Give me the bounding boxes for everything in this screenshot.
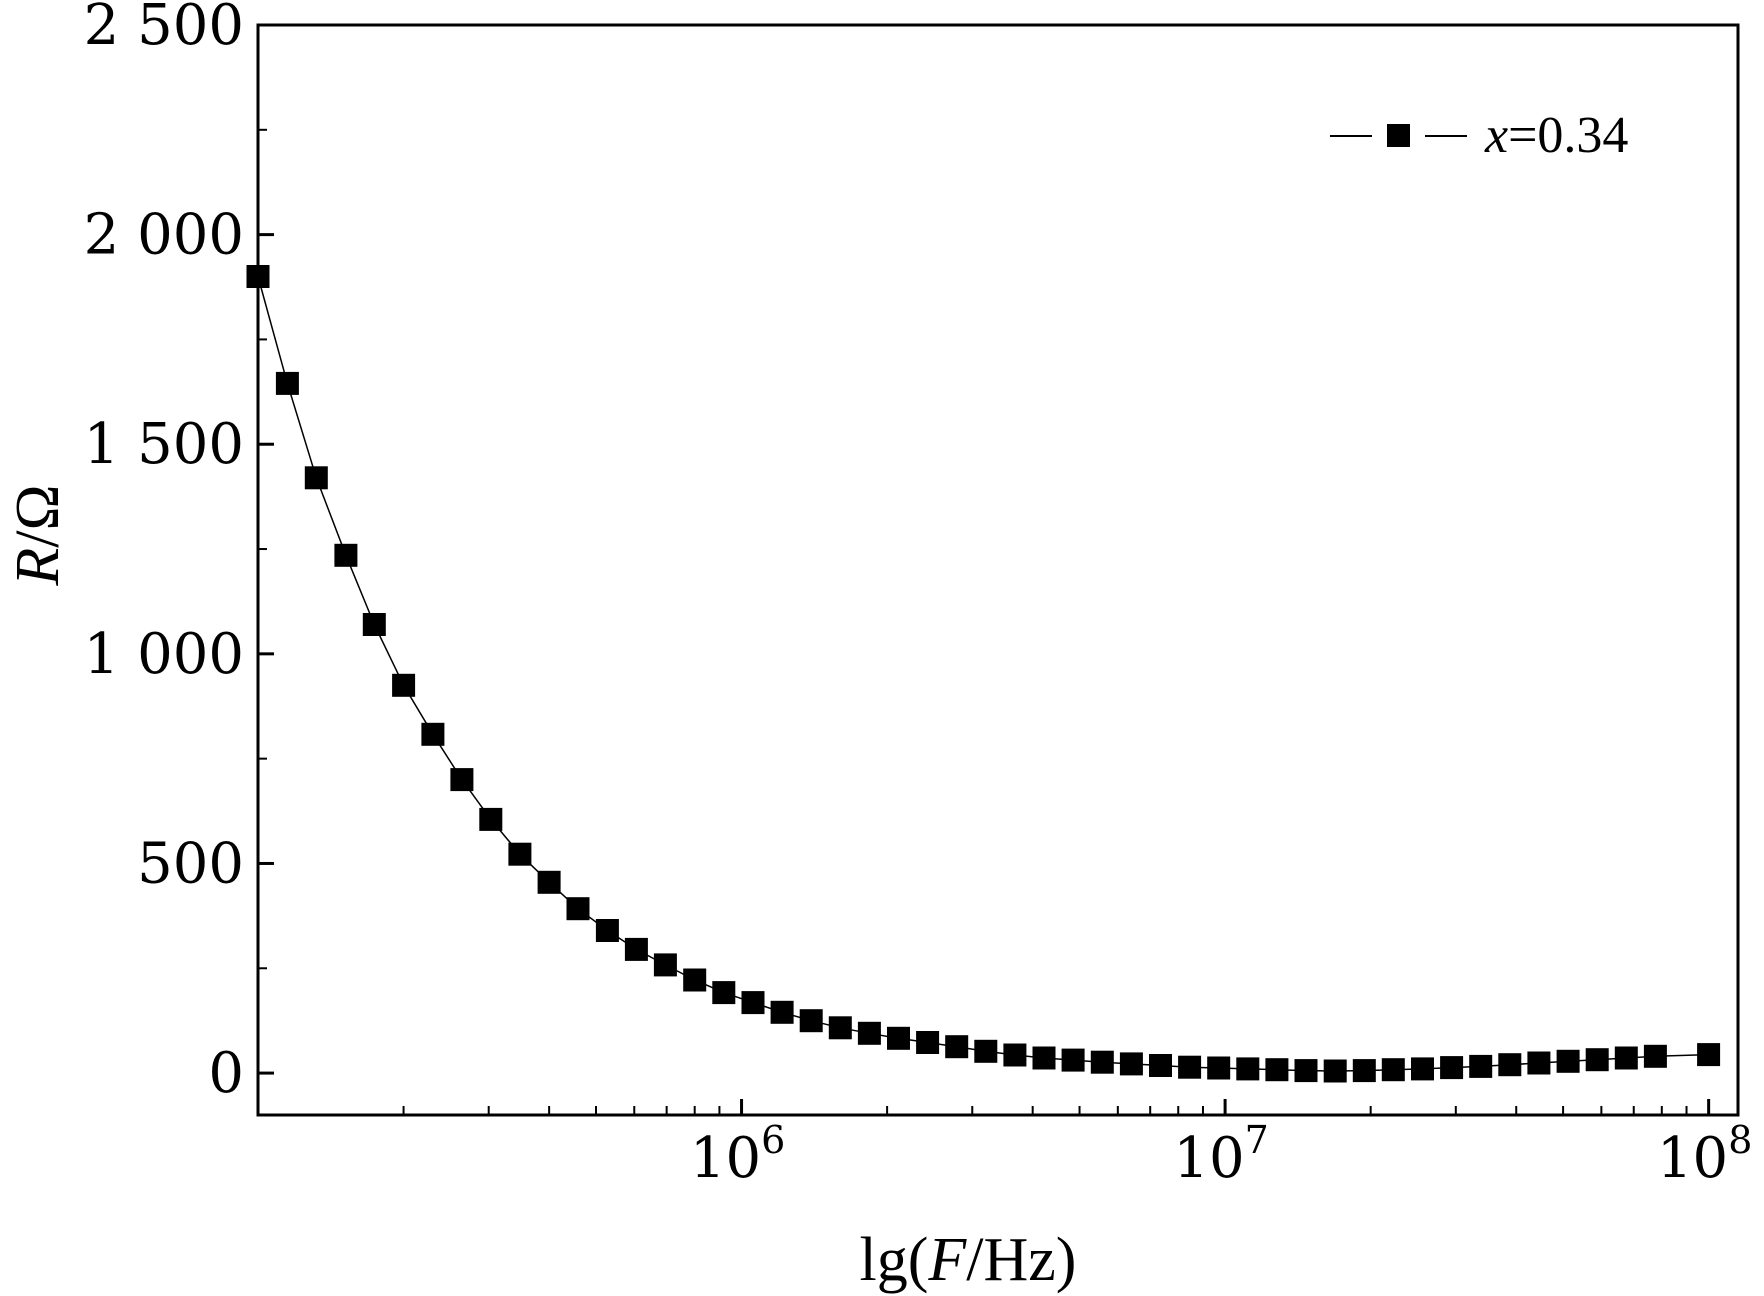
data-point	[450, 768, 474, 792]
data-point	[683, 968, 707, 992]
x-tick-label-base: 10	[1173, 1126, 1244, 1191]
data-point	[392, 673, 416, 697]
series-layer	[246, 265, 1721, 1083]
data-point	[508, 842, 532, 866]
data-point	[1236, 1057, 1260, 1081]
y-axis-title-suffix: /Ω	[4, 484, 72, 547]
data-point	[1323, 1059, 1347, 1083]
data-point	[1032, 1046, 1056, 1070]
data-point	[275, 371, 299, 395]
x-tick-label: 106	[690, 1118, 785, 1191]
x-tick-label-exponent: 7	[1245, 1118, 1269, 1162]
data-point	[362, 613, 386, 636]
x-axis-title-suffix: /Hz)	[966, 1226, 1076, 1294]
y-tick-label: 500	[137, 831, 244, 896]
data-point	[595, 919, 619, 942]
data-point	[537, 870, 561, 894]
x-tick-label-base: 10	[690, 1126, 761, 1191]
data-point	[1440, 1056, 1464, 1080]
legend-label-rest: =0.34	[1508, 107, 1628, 164]
data-point	[1265, 1058, 1289, 1082]
y-tick-label: 2 500	[84, 0, 244, 58]
data-point	[653, 953, 677, 977]
data-point	[1411, 1057, 1434, 1081]
legend-label: x=0.34	[1484, 107, 1628, 164]
x-axis-title: lg(F/Hz)	[860, 1226, 1077, 1294]
data-point	[857, 1021, 881, 1045]
data-point	[1294, 1059, 1318, 1083]
data-point	[1469, 1054, 1493, 1078]
data-point	[1149, 1054, 1172, 1077]
x-tick-label: 107	[1173, 1118, 1268, 1191]
data-point	[945, 1035, 969, 1059]
data-point	[712, 981, 736, 1005]
x-tick-label-exponent: 6	[761, 1118, 785, 1162]
y-tick-label: 0	[208, 1041, 244, 1106]
y-tick-label: 2 000	[84, 203, 244, 268]
data-point	[1207, 1056, 1231, 1080]
x-tick-label-exponent: 8	[1728, 1118, 1752, 1162]
data-point	[1178, 1055, 1202, 1079]
data-point	[1643, 1044, 1667, 1068]
data-point	[770, 1000, 794, 1024]
data-point	[974, 1039, 998, 1063]
data-point	[334, 543, 358, 567]
data-point	[1119, 1052, 1143, 1076]
data-point	[1061, 1048, 1085, 1072]
plot-frame	[256, 23, 1740, 1117]
data-point	[624, 937, 648, 961]
y-tick-label: 1 500	[84, 412, 244, 477]
data-point	[1498, 1053, 1522, 1077]
data-point	[1352, 1059, 1376, 1083]
y-tick-label: 1 000	[84, 622, 244, 687]
x-tick-label: 108	[1657, 1118, 1752, 1191]
data-point	[1585, 1048, 1609, 1072]
y-axis-title: R/Ω	[4, 484, 72, 586]
x-tick-label-base: 10	[1657, 1126, 1728, 1191]
x-axis-title-var: F	[927, 1226, 967, 1294]
data-point	[1090, 1050, 1114, 1074]
data-point	[887, 1026, 910, 1050]
data-point	[916, 1031, 940, 1054]
y-axis-title-var: R	[4, 548, 72, 587]
data-point	[1003, 1043, 1027, 1067]
data-point	[1556, 1049, 1580, 1073]
data-point	[1381, 1058, 1405, 1082]
x-axis-title-prefix: lg(	[860, 1226, 929, 1294]
data-point	[566, 897, 590, 921]
data-point	[1527, 1051, 1551, 1075]
legend: x=0.34	[1330, 107, 1628, 164]
legend-marker	[1387, 124, 1410, 147]
legend-label-var: x	[1484, 107, 1508, 164]
data-point	[479, 807, 503, 831]
data-point	[741, 991, 765, 1015]
data-point	[304, 466, 328, 490]
data-point	[421, 722, 445, 746]
data-point	[1697, 1043, 1721, 1067]
data-point	[828, 1016, 852, 1040]
series-line	[257, 276, 1709, 1072]
data-point	[799, 1009, 823, 1033]
data-point	[1614, 1046, 1638, 1070]
